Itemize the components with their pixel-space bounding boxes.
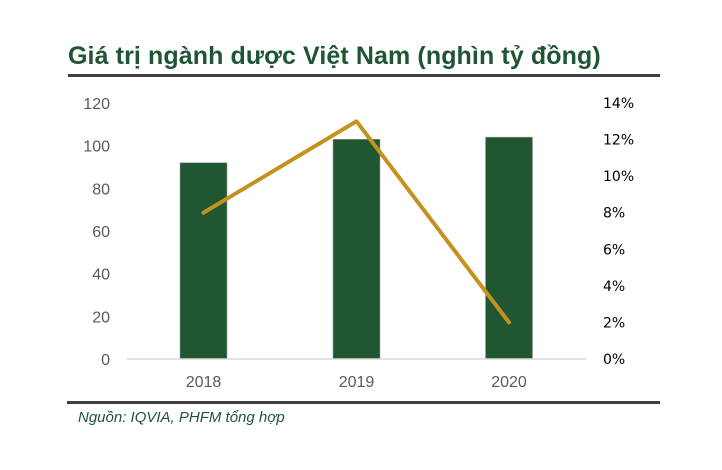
left-y-tick: 80 (92, 181, 110, 198)
title-rule (68, 74, 660, 77)
right-y-tick: 10% (603, 169, 634, 185)
left-y-tick: 60 (92, 224, 110, 241)
source-note: Nguồn: IQVIA, PHFM tổng hợp (78, 409, 285, 426)
right-y-tick: 0% (603, 352, 625, 368)
bar-series (179, 136, 533, 360)
bar-2020 (485, 136, 533, 360)
right-y-tick: 12% (603, 133, 634, 149)
x-axis: 2018 2019 2020 (186, 374, 527, 391)
x-tick: 2018 (186, 374, 222, 391)
left-y-tick: 100 (83, 139, 110, 156)
right-y-tick: 6% (603, 242, 625, 258)
bar-2018 (179, 162, 228, 360)
right-y-tick: 14% (603, 96, 634, 112)
right-y-tick: 8% (603, 206, 625, 222)
bar-2019 (332, 138, 381, 360)
right-y-axis: 0% 2% 4% 6% 8% 10% 12% 14% (603, 96, 634, 368)
x-tick: 2020 (491, 374, 527, 391)
right-y-tick: 4% (603, 279, 625, 295)
growth-line-series (201, 119, 511, 325)
left-y-tick: 40 (92, 267, 110, 284)
left-y-tick: 0 (101, 352, 110, 369)
left-y-tick: 20 (92, 309, 110, 326)
chart-title: Giá trị ngành dược Việt Nam (nghìn tỷ đồ… (68, 42, 601, 70)
x-tick: 2019 (339, 374, 375, 391)
right-y-tick: 2% (603, 315, 625, 331)
source-rule (67, 401, 660, 404)
left-y-tick: 120 (83, 96, 110, 113)
left-y-axis: 0 20 40 60 80 100 120 (83, 96, 110, 369)
